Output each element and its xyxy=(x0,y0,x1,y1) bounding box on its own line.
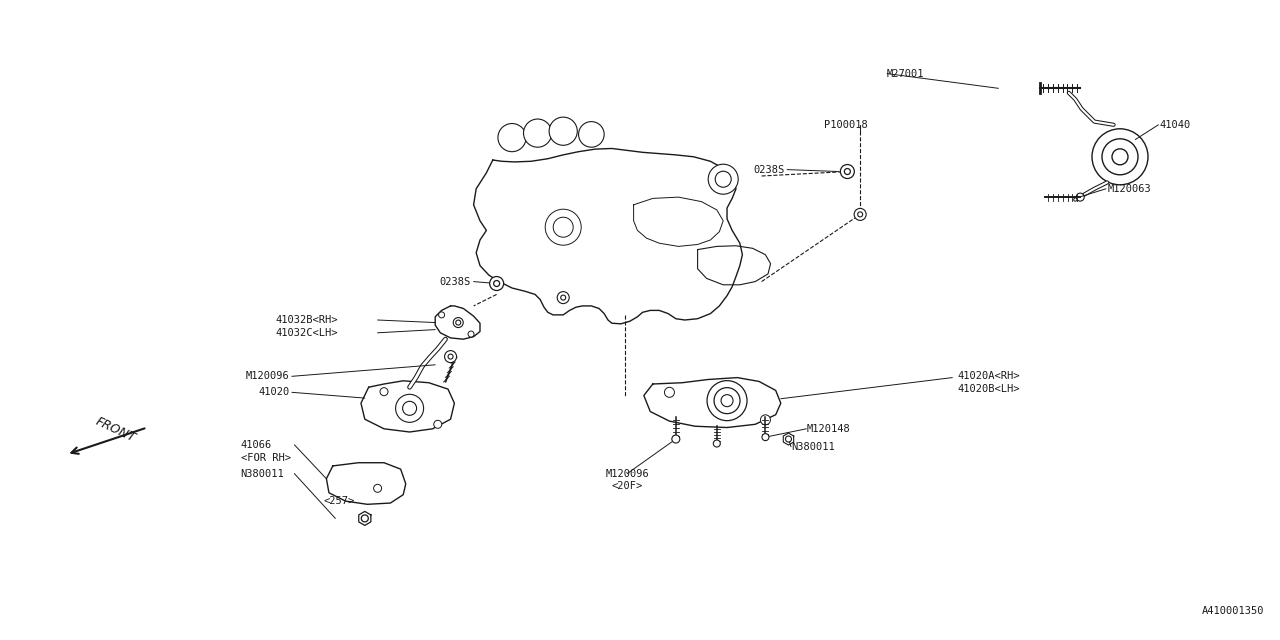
Circle shape xyxy=(716,172,731,188)
Circle shape xyxy=(380,388,388,396)
Circle shape xyxy=(444,351,457,363)
Text: M120096: M120096 xyxy=(246,371,289,381)
Circle shape xyxy=(557,292,570,303)
Circle shape xyxy=(714,388,740,413)
Circle shape xyxy=(721,395,733,406)
Circle shape xyxy=(453,317,463,328)
Text: 41040: 41040 xyxy=(1160,120,1190,130)
Circle shape xyxy=(396,394,424,422)
Circle shape xyxy=(713,440,721,447)
Text: M120096: M120096 xyxy=(605,468,649,479)
Circle shape xyxy=(579,122,604,147)
Circle shape xyxy=(456,320,461,325)
Circle shape xyxy=(672,435,680,443)
Circle shape xyxy=(845,168,850,175)
Text: 41066: 41066 xyxy=(241,440,271,450)
Text: M27001: M27001 xyxy=(887,68,924,79)
Circle shape xyxy=(786,436,791,442)
Circle shape xyxy=(494,280,499,287)
Text: N380011: N380011 xyxy=(791,442,835,452)
Text: 41020B<LH>: 41020B<LH> xyxy=(957,384,1020,394)
Text: 41020A<RH>: 41020A<RH> xyxy=(957,371,1020,381)
Circle shape xyxy=(1112,149,1128,165)
Circle shape xyxy=(664,387,675,397)
Text: M120063: M120063 xyxy=(1107,184,1151,194)
Circle shape xyxy=(708,164,739,194)
Text: 0238S: 0238S xyxy=(440,276,471,287)
Circle shape xyxy=(490,276,503,291)
Circle shape xyxy=(361,515,369,522)
Text: <20F>: <20F> xyxy=(612,481,643,492)
Text: N380011: N380011 xyxy=(241,468,284,479)
Circle shape xyxy=(760,415,771,425)
Circle shape xyxy=(498,124,526,152)
Circle shape xyxy=(707,381,748,420)
Circle shape xyxy=(403,401,416,415)
Circle shape xyxy=(434,420,442,428)
Circle shape xyxy=(854,209,867,220)
Text: P100018: P100018 xyxy=(824,120,868,130)
Circle shape xyxy=(439,312,444,318)
Text: FRONT: FRONT xyxy=(93,415,137,445)
Circle shape xyxy=(561,295,566,300)
Circle shape xyxy=(858,212,863,217)
Text: 0238S: 0238S xyxy=(754,164,785,175)
Circle shape xyxy=(549,117,577,145)
Text: <FOR RH>: <FOR RH> xyxy=(241,452,291,463)
Circle shape xyxy=(762,434,769,440)
Circle shape xyxy=(553,217,573,237)
Circle shape xyxy=(468,331,474,337)
Circle shape xyxy=(448,354,453,359)
Text: 41032C<LH>: 41032C<LH> xyxy=(275,328,338,338)
Text: <257>: <257> xyxy=(324,496,355,506)
Text: M120148: M120148 xyxy=(806,424,850,434)
Circle shape xyxy=(545,209,581,245)
Circle shape xyxy=(524,119,552,147)
Circle shape xyxy=(1076,193,1084,201)
Circle shape xyxy=(1102,139,1138,175)
Text: A410001350: A410001350 xyxy=(1202,606,1265,616)
Text: 41032B<RH>: 41032B<RH> xyxy=(275,315,338,325)
Circle shape xyxy=(841,164,854,179)
Circle shape xyxy=(374,484,381,492)
Circle shape xyxy=(1092,129,1148,185)
Text: 41020: 41020 xyxy=(259,387,289,397)
